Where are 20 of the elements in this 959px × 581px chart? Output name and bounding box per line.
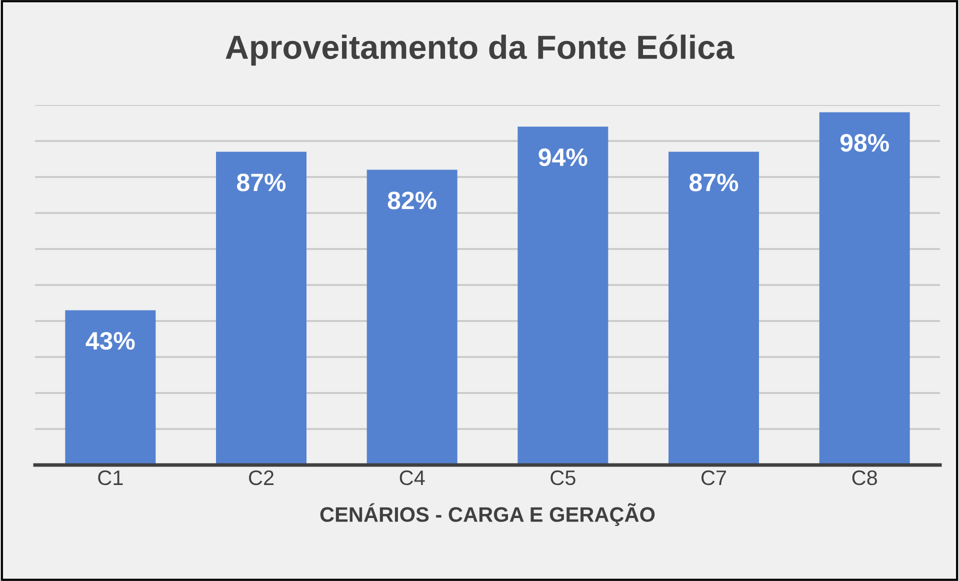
x-tick-label: C7 bbox=[701, 470, 726, 486]
bar bbox=[668, 152, 759, 465]
bar bbox=[216, 152, 306, 465]
data-label: 43% bbox=[86, 332, 135, 350]
chart-title: Aproveitamento da Fonte Eólica bbox=[226, 34, 734, 66]
data-label: 98% bbox=[840, 134, 889, 152]
bar bbox=[366, 170, 458, 465]
data-label: 82% bbox=[388, 192, 436, 210]
x-tick-label: C4 bbox=[400, 470, 425, 486]
data-label: 87% bbox=[690, 174, 738, 192]
data-label: 94% bbox=[538, 148, 588, 166]
data-label: 87% bbox=[237, 174, 286, 192]
bar bbox=[819, 112, 910, 465]
x-tick-label: C2 bbox=[248, 470, 274, 486]
x-tick-label: C8 bbox=[852, 470, 877, 486]
x-tick-label: C1 bbox=[98, 470, 123, 486]
x-tick-label: C5 bbox=[550, 470, 576, 486]
bar bbox=[65, 310, 156, 465]
bar bbox=[518, 126, 608, 465]
x-axis-title: CENÁRIOS - CARGA E GERAÇÃO bbox=[320, 503, 655, 526]
